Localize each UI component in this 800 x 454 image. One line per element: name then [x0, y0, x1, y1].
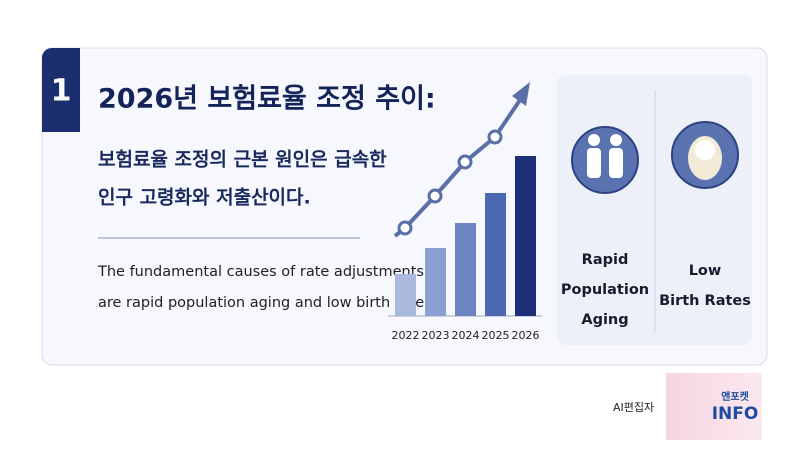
x-tick-label: 2022 — [392, 329, 420, 342]
x-tick-label: 2023 — [422, 329, 450, 342]
trend-points — [397, 129, 503, 236]
arrow-head — [512, 82, 530, 106]
aging-icon — [571, 126, 639, 194]
x-tick-label: 2026 — [512, 329, 540, 342]
editor-label: AI편집자 — [613, 401, 654, 414]
bar — [485, 193, 506, 316]
logo-big: INFO — [712, 404, 759, 424]
baby-face — [695, 140, 715, 160]
bar — [425, 248, 446, 316]
description: are rapid population aging and low birth… — [98, 295, 436, 311]
badge — [42, 48, 80, 132]
bar — [395, 274, 416, 316]
x-tick-label: 2024 — [452, 329, 480, 342]
badge-number: 1 — [51, 74, 72, 109]
title: 2026년 보험료율 조정 추이: — [98, 84, 436, 115]
description: The fundamental causes of rate adjustmen… — [97, 264, 424, 280]
cause-label: Low Birth Rates — [659, 263, 751, 309]
subtitle: 보험료율 조정의 근본 원인은 급속한 — [98, 149, 387, 171]
logo — [666, 373, 762, 440]
cause-label: Rapid Population Aging — [561, 252, 649, 328]
subtitle: 인구 고령화와 저출산이다. — [98, 187, 311, 209]
aging-figures — [587, 134, 623, 178]
bar-chart: 2022 2023 2024 2025 2026 — [392, 156, 540, 342]
bar — [515, 156, 536, 316]
logo-small: 앤포켓 — [721, 390, 749, 403]
x-tick-label: 2025 — [482, 329, 510, 342]
bar — [455, 223, 476, 316]
